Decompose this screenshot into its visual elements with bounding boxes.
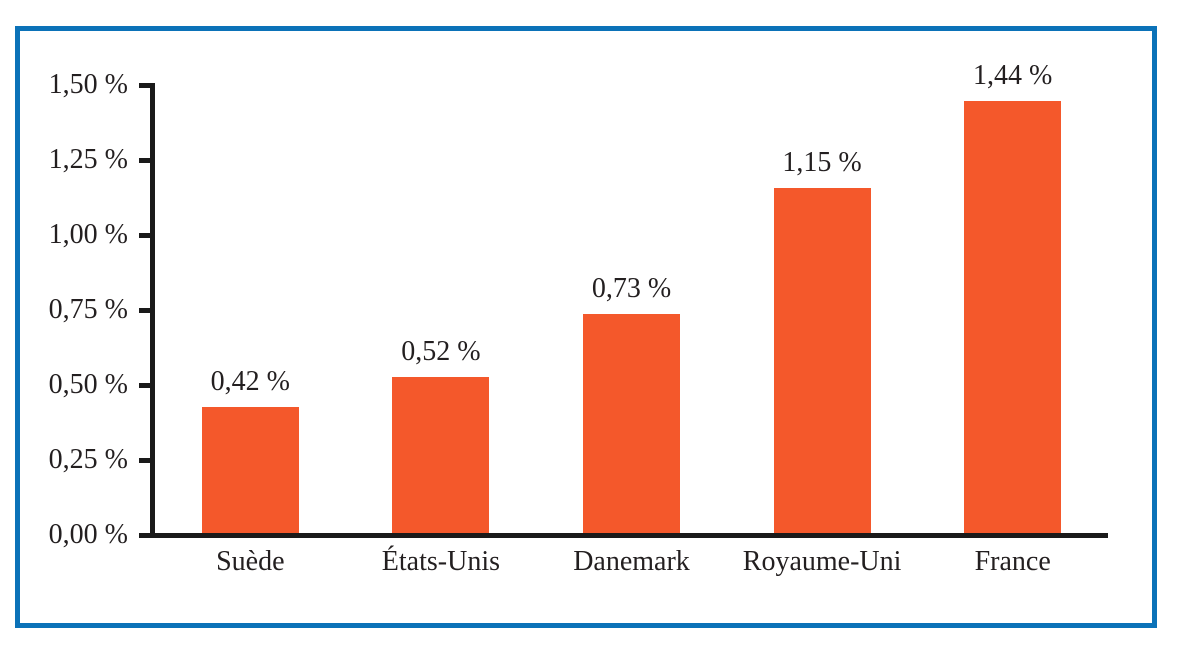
- bar-value-label: 1,44 %: [973, 60, 1053, 91]
- y-axis-tick: [139, 533, 150, 538]
- y-axis-tick: [139, 458, 150, 463]
- y-axis-tick: [139, 158, 150, 163]
- y-axis-tick: [139, 83, 150, 88]
- y-axis-tick-label: 0,25 %: [48, 444, 128, 475]
- y-axis-tick-label: 0,50 %: [48, 369, 128, 400]
- x-axis-category-label: Royaume-Uni: [742, 546, 902, 577]
- y-axis-tick: [139, 383, 150, 388]
- x-axis-category-label: Suède: [216, 546, 285, 577]
- bar: [964, 101, 1062, 533]
- bar: [392, 377, 490, 533]
- bar-value-label: 1,15 %: [782, 147, 862, 178]
- x-axis-category-label: États-Unis: [381, 546, 500, 577]
- y-axis-tick-label: 0,00 %: [48, 519, 128, 550]
- bar-value-label: 0,73 %: [591, 273, 672, 304]
- y-axis-tick-label: 1,50 %: [48, 69, 128, 100]
- bar-value-label: 0,42 %: [210, 366, 290, 397]
- y-axis-tick-label: 0,75 %: [48, 294, 128, 325]
- bar: [773, 188, 871, 533]
- y-axis-tick-label: 1,25 %: [48, 144, 128, 175]
- y-axis-tick: [139, 233, 150, 238]
- chart-frame: 0,00 % 0,25 % 0,50 % 0,75 % 1,00 % 1,25 % 1,50…: [15, 26, 1157, 628]
- bar-chart: 0,00 % 0,25 % 0,50 % 0,75 % 1,00 % 1,25 % 1,50…: [20, 31, 1152, 623]
- bar: [583, 314, 680, 533]
- y-axis-tick-label: 1,00 %: [48, 219, 128, 250]
- y-axis-tick: [139, 308, 150, 313]
- y-axis-line: [150, 83, 155, 538]
- x-axis-category-label: Danemark: [573, 546, 690, 577]
- bar: [201, 407, 299, 533]
- x-axis-line: [144, 533, 1108, 538]
- bar-value-label: 0,52 %: [401, 336, 481, 367]
- x-axis-category-label: France: [974, 546, 1051, 577]
